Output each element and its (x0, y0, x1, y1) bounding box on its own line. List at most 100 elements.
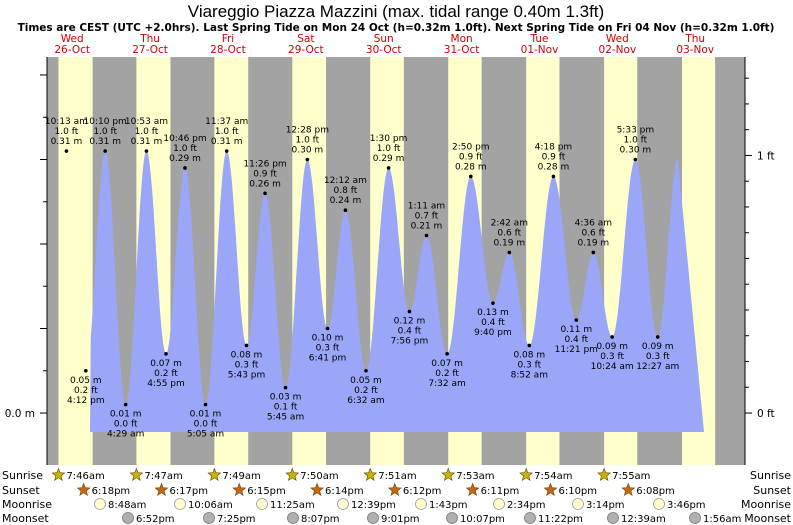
tide-label-9-2: 5:43 pm (228, 370, 266, 380)
tide-label-2-0: 10:10 pm (84, 117, 127, 127)
tide-label-21-1: 0.4 ft (481, 318, 505, 328)
tide-label-3-0: 0.01 m (110, 410, 142, 420)
tide-label-0-0: 10:13 am (45, 117, 88, 127)
tide-curve (90, 151, 704, 432)
tide-point-3 (123, 402, 128, 407)
sunrise-star-icon (363, 467, 378, 481)
tide-label-14-0: 12:12 am (324, 176, 367, 186)
sunset-time-5: 6:11pm (481, 486, 520, 497)
tide-point-5 (164, 352, 168, 356)
day-name-3: Sat (297, 33, 314, 45)
moonset-icon (203, 512, 215, 524)
tide-label-9-1: 0.3 ft (235, 360, 259, 370)
sunrise-star-icon (597, 467, 612, 481)
tide-label-27-0: 0.09 m (596, 342, 628, 352)
tide-point-26 (591, 250, 596, 255)
tide-label-4-1: 1.0 ft (135, 127, 159, 137)
sunrise-star-icon (129, 467, 144, 481)
moonset-time-0: 6:52pm (136, 514, 175, 525)
tide-point-1 (84, 368, 88, 373)
day-date-8: 03-Nov (676, 44, 714, 56)
tide-label-7-0: 0.01 m (190, 410, 222, 420)
chart-title: Viareggio Piazza Mazzini (max. tidal ran… (188, 2, 604, 21)
tide-label-19-1: 0.2 ft (435, 369, 459, 379)
moonset-time-2: 8:07pm (301, 514, 340, 525)
tide-label-5-2: 4:55 pm (147, 379, 185, 389)
tide-label-19-2: 7:32 am (428, 379, 465, 389)
moonset-time-1: 7:25pm (217, 514, 256, 525)
tide-label-28-1: 1.0 ft (624, 136, 648, 146)
tide-label-27-2: 10:24 am (591, 362, 634, 372)
moonset-time-3: 9:01pm (381, 514, 420, 525)
tide-label-25-0: 0.11 m (560, 325, 592, 335)
moonrise-icon (493, 498, 505, 510)
moonrise-time-2: 11:25am (270, 500, 315, 511)
day-name-1: Thu (139, 33, 160, 45)
sunset-star-icon (387, 482, 402, 496)
tide-label-15-2: 6:32 am (347, 396, 384, 406)
tide-label-2-2: 0.31 m (89, 137, 121, 147)
tide-label-21-0: 0.13 m (477, 308, 509, 318)
day-date-6: 01-Nov (521, 44, 559, 56)
sunrise-star-icon (519, 467, 534, 481)
tide-point-19 (445, 352, 449, 356)
tide-label-26-1: 0.6 ft (581, 228, 605, 238)
day-name-5: Mon (451, 33, 473, 45)
sunset-right-label: Sunset (753, 484, 791, 497)
tide-label-28-0: 5:33 pm (617, 126, 655, 136)
tide-points: 10:13 am1.0 ft0.31 m0.05 m0.2 ft4:12 pm1… (45, 117, 679, 440)
sunset-time-0: 6:18pm (92, 486, 131, 497)
tide-label-3-1: 0.0 ft (114, 420, 138, 430)
tide-label-7-2: 5:05 am (187, 430, 224, 440)
tide-point-27 (610, 335, 614, 339)
axes: 0.0 m 0 ft 1 ft (5, 57, 775, 465)
tide-point-12 (305, 157, 310, 162)
sunset-time-3: 6:14pm (325, 486, 364, 497)
tide-label-20-0: 2:50 pm (452, 142, 490, 152)
tide-label-26-0: 4:36 am (575, 218, 612, 228)
tide-point-21 (491, 301, 495, 305)
tide-label-6-1: 1.0 ft (173, 144, 197, 154)
tide-point-16 (386, 166, 391, 170)
tide-label-12-0: 12:28 pm (286, 126, 329, 136)
tide-point-25 (574, 318, 579, 322)
tide-label-0-1: 1.0 ft (55, 127, 79, 137)
tide-label-29-0: 0.09 m (642, 342, 674, 352)
day-name-4: Sun (374, 33, 394, 45)
tide-label-20-1: 0.9 ft (459, 152, 483, 162)
sunset-time-2: 6:15pm (247, 486, 286, 497)
right-axis-label-1: 1 ft (757, 150, 775, 162)
tide-label-16-1: 1.0 ft (377, 144, 401, 154)
moonrise-right-label: Moonrise (741, 498, 791, 511)
tide-label-17-0: 0.12 m (394, 317, 426, 327)
tide-point-14 (343, 208, 348, 212)
tide-label-18-2: 0.21 m (411, 222, 443, 232)
moonrise-icon (572, 498, 584, 510)
day-name-7: Wed (606, 33, 629, 45)
tide-point-4 (144, 149, 149, 153)
tide-label-29-1: 0.3 ft (646, 352, 670, 362)
sunset-star-icon (310, 482, 324, 496)
day-date-2: 28-Oct (210, 44, 246, 56)
sunrise-time-5: 7:53am (456, 471, 494, 482)
moonrise-icon (174, 498, 186, 510)
tide-label-0-2: 0.31 m (51, 137, 83, 147)
sunrise-time-0: 7:46am (66, 471, 104, 482)
moonrise-time-4: 1:43pm (429, 500, 468, 511)
moonrise-icon (653, 498, 665, 510)
tide-point-22 (507, 250, 512, 255)
tide-label-16-2: 0.29 m (373, 154, 405, 164)
tide-label-7-1: 0.0 ft (194, 420, 218, 430)
moonrise-time-5: 2:34pm (507, 500, 546, 511)
day-name-0: Wed (61, 33, 84, 45)
tide-label-8-0: 11:37 am (205, 117, 248, 127)
tide-point-24 (551, 174, 556, 179)
tide-label-20-2: 0.28 m (455, 162, 487, 172)
tide-label-5-1: 0.2 ft (154, 369, 178, 379)
tide-label-14-2: 0.24 m (330, 196, 362, 206)
tide-point-18 (424, 233, 429, 238)
tide-label-17-1: 0.4 ft (398, 327, 422, 337)
tide-label-1-0: 0.05 m (70, 376, 102, 386)
moonrise-time-7: 3:46pm (667, 500, 706, 511)
